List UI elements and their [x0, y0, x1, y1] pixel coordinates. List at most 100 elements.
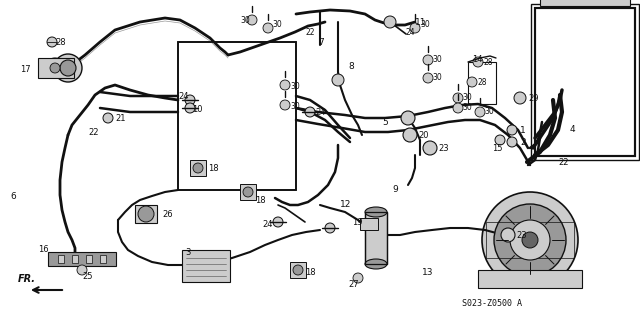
Text: 30: 30 [432, 73, 442, 82]
Text: 5: 5 [382, 118, 388, 127]
Text: 22: 22 [305, 28, 314, 37]
Circle shape [507, 125, 517, 135]
Circle shape [495, 135, 505, 145]
Bar [178, 42, 296, 190]
Circle shape [401, 111, 415, 125]
Text: 30: 30 [272, 20, 282, 29]
Bar [360, 218, 378, 230]
Circle shape [423, 141, 437, 155]
Text: 28: 28 [55, 38, 66, 47]
Text: 2: 2 [520, 138, 525, 147]
Bar [258, 185, 360, 245]
Circle shape [103, 113, 113, 123]
Circle shape [193, 163, 203, 173]
Circle shape [247, 15, 257, 25]
Text: 23: 23 [516, 231, 527, 240]
Text: 18: 18 [305, 268, 316, 277]
Circle shape [353, 273, 363, 283]
Circle shape [332, 74, 344, 86]
Bar [370, 12, 438, 48]
Text: 18: 18 [255, 196, 266, 205]
Text: 24: 24 [262, 220, 273, 229]
Circle shape [510, 220, 550, 260]
Text: 30: 30 [432, 55, 442, 64]
Text: 14: 14 [472, 55, 483, 64]
Bar [478, 270, 582, 288]
Circle shape [453, 93, 463, 103]
Circle shape [473, 57, 483, 67]
Circle shape [45, 58, 65, 78]
Bar [178, 42, 296, 190]
Text: 28: 28 [477, 78, 486, 87]
Circle shape [423, 73, 433, 83]
Text: 22: 22 [88, 128, 99, 137]
Circle shape [47, 37, 57, 47]
Circle shape [467, 77, 477, 87]
Circle shape [482, 192, 578, 288]
Bar [86, 255, 92, 263]
Bar [290, 262, 306, 278]
Circle shape [453, 103, 463, 113]
Text: 30: 30 [240, 16, 250, 25]
Circle shape [384, 16, 396, 28]
Bar [535, 8, 635, 156]
Text: 24: 24 [405, 28, 415, 37]
Bar [100, 255, 106, 263]
Text: 8: 8 [348, 62, 354, 71]
Text: S023-Z0500 A: S023-Z0500 A [462, 299, 522, 308]
Text: 30: 30 [484, 107, 493, 116]
Text: 9: 9 [392, 185, 397, 194]
Text: 30: 30 [290, 102, 300, 111]
Bar [540, 0, 630, 6]
Bar [22, 95, 137, 270]
Circle shape [293, 265, 303, 275]
Bar [38, 58, 74, 78]
Text: 30: 30 [462, 103, 472, 112]
Bar [72, 255, 78, 263]
Text: 11: 11 [415, 18, 426, 27]
Text: 26: 26 [162, 210, 173, 219]
Circle shape [54, 54, 82, 82]
Bar [365, 212, 387, 264]
Circle shape [138, 206, 154, 222]
Circle shape [185, 103, 195, 113]
Circle shape [263, 23, 273, 33]
Bar [365, 212, 387, 264]
Bar [182, 250, 230, 282]
Text: 16: 16 [38, 245, 49, 254]
Circle shape [403, 128, 417, 142]
Text: 10: 10 [192, 105, 202, 114]
Circle shape [77, 265, 87, 275]
Bar [531, 4, 639, 160]
Text: 30: 30 [420, 20, 429, 29]
Text: 21: 21 [115, 114, 125, 123]
Circle shape [280, 80, 290, 90]
Text: 29: 29 [528, 94, 538, 103]
Text: 7: 7 [318, 38, 324, 47]
Bar [488, 118, 563, 156]
Circle shape [475, 107, 485, 117]
Circle shape [305, 107, 315, 117]
Circle shape [60, 60, 76, 76]
Text: 17: 17 [20, 65, 31, 74]
Text: 1: 1 [520, 126, 525, 135]
Ellipse shape [365, 259, 387, 269]
Text: 27: 27 [348, 280, 358, 289]
Bar [486, 222, 574, 258]
Circle shape [325, 223, 335, 233]
Bar [295, 68, 375, 200]
Text: 28: 28 [483, 58, 493, 67]
Text: 24: 24 [178, 92, 189, 101]
Bar [135, 205, 157, 223]
Text: 18: 18 [208, 164, 219, 173]
Circle shape [50, 63, 60, 73]
Text: 19: 19 [352, 218, 362, 227]
Bar [58, 255, 64, 263]
Text: 3: 3 [185, 248, 190, 257]
Text: 30: 30 [290, 82, 300, 91]
Circle shape [423, 55, 433, 65]
Text: 30: 30 [462, 93, 472, 102]
Circle shape [514, 92, 526, 104]
Bar [240, 184, 256, 200]
Text: FR.: FR. [18, 274, 36, 284]
